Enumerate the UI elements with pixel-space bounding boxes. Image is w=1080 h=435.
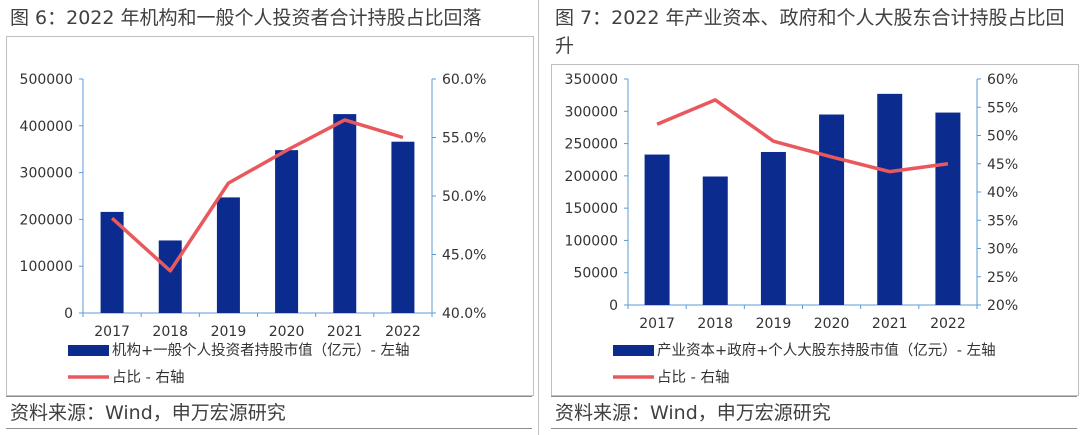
- right-tick-label: 40.0%: [442, 306, 486, 322]
- x-tick-label: 2017: [639, 316, 675, 332]
- bottom-rule: [551, 428, 1077, 429]
- source-note: 资料来源：Wind，申万宏源研究: [555, 402, 831, 424]
- figure-title: 图 6：2022 年机构和一般个人投资者合计持股占比回落: [10, 7, 482, 29]
- chart-6: 0 100000 200000 300000 400000 500000 40.0% 45.0…: [20, 72, 487, 386]
- left-tick-label: 100000: [565, 233, 618, 249]
- figure-7-panel: 图 7：2022 年产业资本、政府和个人大股东合计持股占比回升 0 50000 10…: [545, 0, 1080, 435]
- left-tick-label: 100000: [20, 259, 73, 275]
- right-tick-label: 20%: [987, 298, 1018, 314]
- bar: [644, 154, 670, 305]
- figure-title: 图 7：2022 年产业资本、政府和个人大股东合计持股占比回升: [555, 7, 1065, 57]
- left-tick-label: 200000: [20, 212, 73, 228]
- bar: [158, 240, 182, 313]
- left-tick-label: 250000: [565, 137, 618, 153]
- chart-7: 0 50000 100000 150000 200000 250000 300000 3500…: [565, 72, 1019, 386]
- right-tick-label: 55.0%: [442, 131, 486, 147]
- right-tick-label: 60.0%: [442, 72, 486, 88]
- ratio-line: [110, 118, 404, 273]
- right-tick-label: 25%: [987, 270, 1018, 286]
- left-tick-label: 0: [609, 298, 618, 314]
- x-tick-label: 2021: [872, 316, 908, 332]
- bar: [275, 150, 299, 313]
- x-tick-label: 2019: [756, 316, 792, 332]
- left-tick-label: 500000: [20, 72, 73, 88]
- chart-frame: [6, 36, 534, 396]
- left-tick-label: 50000: [573, 266, 618, 282]
- legend-bar-swatch: [613, 345, 654, 356]
- source-note: 资料来源：Wind，申万宏源研究: [10, 402, 286, 424]
- bar: [702, 176, 728, 305]
- bar: [216, 197, 240, 313]
- ratio-line: [656, 98, 949, 174]
- x-tick-label: 2017: [94, 324, 130, 340]
- right-tick-label: 40%: [987, 185, 1018, 201]
- bar: [333, 114, 357, 313]
- x-tick-label: 2021: [327, 324, 363, 340]
- x-tick-label: 2019: [211, 324, 247, 340]
- x-tick-label: 2018: [697, 316, 733, 332]
- right-tick-label: 45.0%: [442, 248, 486, 264]
- bar: [877, 93, 903, 305]
- source-rule: [6, 396, 532, 397]
- left-tick-label: 150000: [565, 201, 618, 217]
- right-tick-label: 60%: [987, 72, 1018, 88]
- bar: [935, 112, 961, 305]
- source-rule: [551, 396, 1077, 397]
- x-tick-label: 2022: [385, 324, 421, 340]
- legend-bar-label: 产业资本+政府+个人大股东持股市值（亿元）- 左轴: [657, 342, 996, 359]
- x-tick-label: 2020: [814, 316, 850, 332]
- left-tick-label: 300000: [20, 166, 73, 182]
- x-tick-label: 2022: [930, 316, 966, 332]
- legend-line-label: 占比 - 右轴: [112, 369, 184, 386]
- right-tick-label: 30%: [987, 242, 1018, 258]
- legend-bar-label: 机构+一般个人投资者持股市值（亿元）- 左轴: [112, 342, 410, 359]
- bar: [391, 141, 415, 313]
- right-tick-label: 50%: [987, 129, 1018, 145]
- x-tick-label: 2018: [152, 324, 188, 340]
- bar: [100, 211, 124, 313]
- right-tick-label: 50.0%: [442, 189, 486, 205]
- x-tick-label: 2020: [269, 324, 305, 340]
- left-tick-label: 300000: [565, 104, 618, 120]
- bottom-rule: [6, 428, 532, 429]
- figure-6-panel: 图 6：2022 年机构和一般个人投资者合计持股占比回落 0 100000 2000…: [0, 0, 535, 435]
- left-tick-label: 200000: [565, 169, 618, 185]
- bar: [819, 114, 845, 305]
- left-tick-label: 400000: [20, 119, 73, 135]
- right-tick-label: 35%: [987, 213, 1018, 229]
- left-tick-label: 0: [64, 306, 73, 322]
- bar: [760, 151, 786, 305]
- right-tick-label: 55%: [987, 100, 1018, 116]
- left-tick-label: 350000: [565, 72, 618, 88]
- panel-separator: [538, 0, 539, 435]
- legend-bar-swatch: [68, 345, 109, 356]
- right-tick-label: 45%: [987, 157, 1018, 173]
- chart-frame: [551, 64, 1079, 396]
- legend-line-label: 占比 - 右轴: [657, 369, 729, 386]
